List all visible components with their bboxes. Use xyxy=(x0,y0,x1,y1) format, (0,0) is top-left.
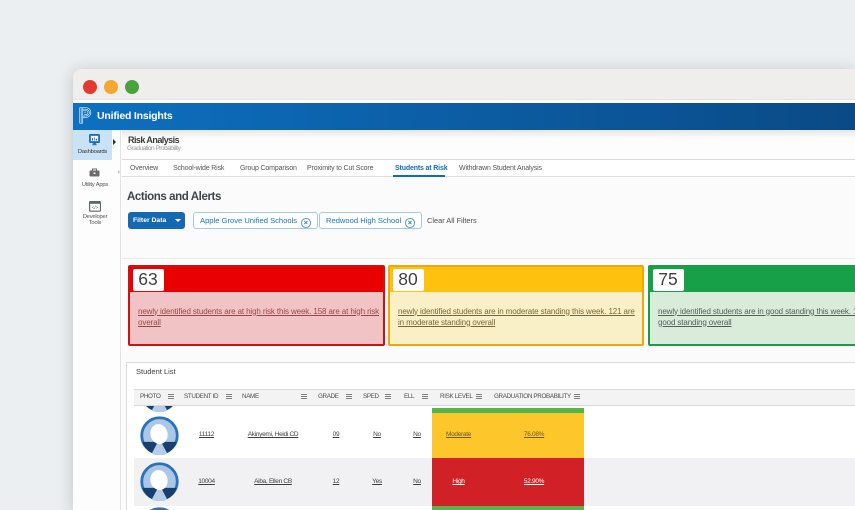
svg-text:</>: </> xyxy=(91,205,98,210)
